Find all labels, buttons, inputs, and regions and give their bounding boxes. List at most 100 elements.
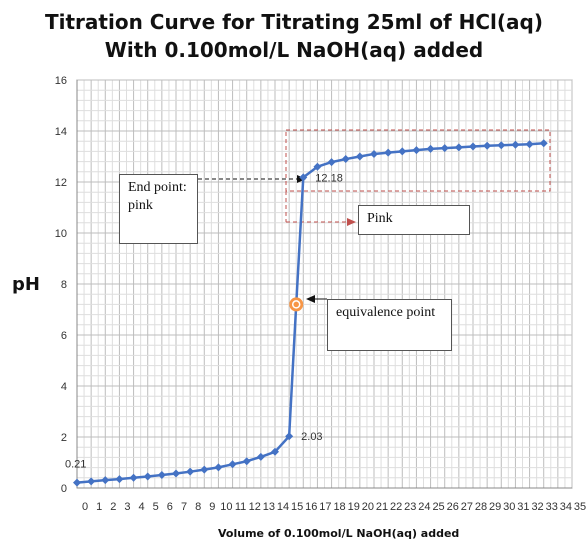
x-tick-label: 11: [235, 501, 246, 513]
data-point-marker: [384, 148, 393, 157]
equivalence-arrowhead: [306, 295, 315, 303]
x-tick-label: 22: [390, 501, 402, 513]
y-tick-label: 12: [55, 177, 67, 189]
x-tick-label: 29: [489, 501, 501, 513]
y-tick-label: 2: [61, 432, 67, 444]
x-tick-label: 6: [167, 501, 173, 513]
x-tick-label: 21: [376, 501, 388, 513]
data-point-marker: [497, 141, 506, 150]
data-point-marker: [200, 465, 209, 474]
end-point-callout: End point: pink: [119, 174, 198, 244]
data-point-marker: [440, 144, 449, 153]
x-tick-label: 1: [96, 501, 102, 513]
x-tick-label: 7: [181, 501, 187, 513]
x-tick-label: 2: [110, 501, 116, 513]
y-tick-label: 10: [55, 228, 67, 240]
data-point-marker: [299, 173, 308, 182]
y-tick-label: 16: [55, 75, 67, 87]
data-point-marker: [355, 152, 364, 161]
data-point-marker: [370, 149, 378, 158]
chart-grid: [76, 79, 573, 489]
data-point-marker: [285, 432, 294, 441]
data-label: 12.18: [315, 172, 343, 184]
data-point-marker: [228, 460, 237, 469]
data-point-marker: [157, 470, 166, 479]
data-point-marker: [256, 452, 265, 461]
x-tick-label: 23: [404, 501, 416, 513]
x-tick-label: 28: [475, 501, 487, 513]
data-point-marker: [87, 477, 96, 486]
y-tick-label: 14: [55, 126, 67, 138]
x-tick-label: 12: [249, 501, 261, 513]
y-tick-label: 0: [61, 483, 67, 495]
chart-axes: [76, 80, 572, 489]
x-tick-label: 4: [139, 501, 145, 513]
data-point-marker: [398, 147, 407, 156]
x-tick-label: 30: [503, 501, 515, 513]
x-tick-label: 31: [517, 501, 529, 513]
x-tick-label: 32: [531, 501, 543, 513]
data-point-marker: [73, 478, 81, 487]
data-point-marker: [511, 140, 520, 149]
x-tick-label: 27: [461, 501, 473, 513]
equivalence-point-callout: equivalence point: [327, 299, 452, 351]
data-point-marker: [426, 144, 435, 153]
data-point-marker: [242, 457, 251, 466]
x-tick-label: 33: [546, 501, 558, 513]
x-tick-label: 0: [82, 501, 88, 513]
data-point-marker: [525, 140, 534, 149]
x-tick-label: 18: [333, 501, 345, 513]
x-tick-label: 26: [447, 501, 459, 513]
chart-title-line-1: Titration Curve for Titrating 25ml of HC…: [45, 10, 543, 34]
x-tick-label: 17: [319, 501, 331, 513]
data-point-marker: [483, 141, 492, 150]
x-tick-label: 14: [277, 501, 289, 513]
data-point-marker: [412, 146, 421, 155]
data-labels: 0.21 2.03 12.18: [65, 172, 343, 470]
data-point-marker: [469, 142, 477, 151]
x-tick-label: 19: [348, 501, 360, 513]
high-ph-region-box: [285, 129, 551, 192]
data-point-marker: [313, 162, 322, 171]
equivalence-point-marker: [289, 297, 304, 312]
x-tick-label: 3: [124, 501, 130, 513]
x-tick-label: 35: [574, 501, 586, 513]
data-point-marker: [214, 463, 223, 472]
x-tick-label: 5: [153, 501, 159, 513]
pink-arrowhead: [347, 218, 356, 226]
data-point-marker: [143, 472, 152, 481]
data-point-marker: [129, 473, 138, 482]
data-point-marker: [115, 475, 124, 484]
data-point-marker: [454, 143, 463, 152]
data-point-marker: [101, 476, 110, 485]
x-tick-label: 8: [195, 501, 201, 513]
pink-callout: Pink: [358, 205, 470, 235]
x-tick-label: 25: [432, 501, 444, 513]
y-tick-label: 4: [61, 381, 67, 393]
series-layer: [73, 139, 548, 487]
x-tick-label: 16: [305, 501, 317, 513]
data-point-marker: [327, 158, 336, 167]
data-point-marker: [341, 155, 350, 164]
chart-title-line-2: With 0.100mol/L NaOH(aq) added: [104, 38, 484, 62]
data-label: 2.03: [301, 431, 322, 443]
x-tick-label: 20: [362, 501, 374, 513]
data-label: 0.21: [65, 459, 86, 471]
equivalence-point-marker-ring: [291, 300, 301, 309]
x-tick-label: 34: [560, 501, 572, 513]
data-point-marker: [186, 467, 195, 476]
x-axis-title: Volume of 0.100mol/L NaOH(aq) added: [218, 527, 460, 540]
x-tick-label: 24: [418, 501, 430, 513]
x-tick-label: 9: [209, 501, 215, 513]
y-tick-label: 8: [61, 279, 67, 291]
x-tick-label: 15: [291, 501, 303, 513]
data-point-marker: [172, 469, 180, 478]
data-point-marker: [539, 139, 548, 148]
data-point-marker: [271, 447, 279, 456]
y-axis-title: pH: [12, 274, 40, 295]
x-tick-label: 13: [263, 501, 275, 513]
y-tick-label: 6: [61, 330, 67, 342]
x-tick-label: 10: [220, 501, 232, 513]
